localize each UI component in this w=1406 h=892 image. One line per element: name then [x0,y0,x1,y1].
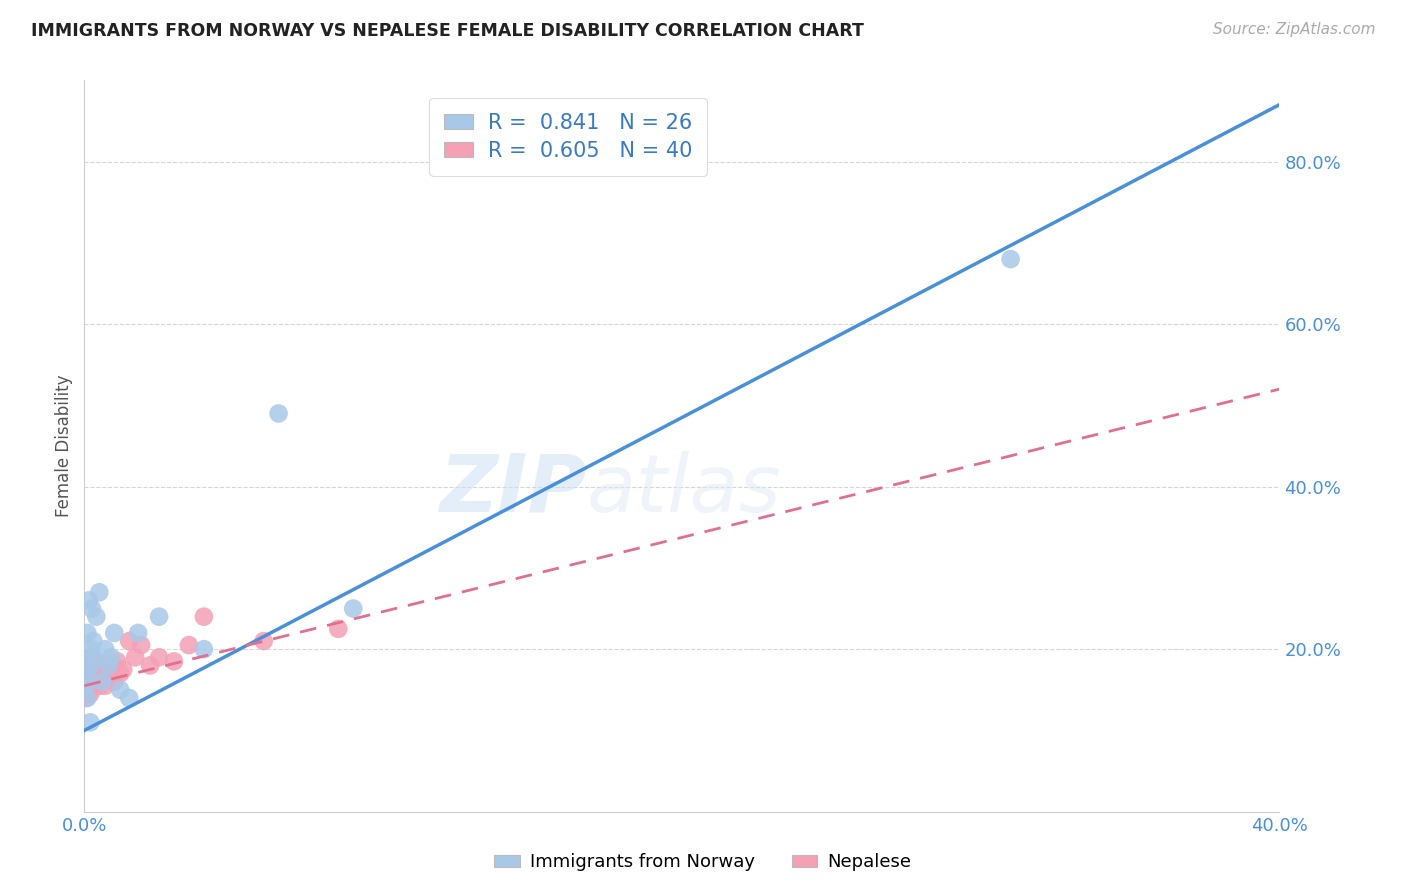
Point [76,674,98,689]
Point [75,690,97,705]
Point [105,654,128,668]
Text: ZIP: ZIP [439,450,586,529]
Point [76,626,98,640]
Point [193,609,215,624]
Point [82,650,104,665]
Point [86,674,108,689]
Point [103,626,125,640]
Point [118,690,141,705]
Legend: R =  0.841   N = 26, R =  0.605   N = 40: R = 0.841 N = 26, R = 0.605 N = 40 [429,98,707,176]
Point [110,682,132,697]
Point [89,679,111,693]
Legend: Immigrants from Norway, Nepalese: Immigrants from Norway, Nepalese [486,847,920,879]
Point [1000,252,1022,266]
Point [177,638,200,652]
Point [193,642,215,657]
Point [110,666,132,681]
Point [80,601,103,615]
Text: IMMIGRANTS FROM NORWAY VS NEPALESE FEMALE DISABILITY CORRELATION CHART: IMMIGRANTS FROM NORWAY VS NEPALESE FEMAL… [31,22,863,40]
Point [112,663,135,677]
Point [89,666,111,681]
Point [97,671,120,685]
Point [77,593,100,607]
Point [79,642,101,657]
Point [89,585,111,599]
Point [129,638,152,652]
Point [82,654,104,668]
Text: Source: ZipAtlas.com: Source: ZipAtlas.com [1212,22,1375,37]
Point [75,679,97,693]
Point [79,687,101,701]
Point [79,658,101,673]
Point [75,679,97,693]
Point [163,654,186,668]
Point [139,658,162,673]
Point [76,687,98,701]
Point [148,650,170,665]
Point [91,674,114,689]
Point [97,658,120,673]
Point [267,407,290,421]
Point [76,666,98,681]
Point [77,682,100,697]
Point [103,674,125,689]
Point [127,626,149,640]
Point [79,715,101,730]
Point [79,663,101,677]
Point [124,650,146,665]
Point [342,601,364,615]
Point [91,658,114,673]
Point [77,666,100,681]
Point [82,666,104,681]
Point [82,634,104,648]
Point [148,609,170,624]
Point [79,650,101,665]
Point [76,663,98,677]
Point [100,666,122,681]
Point [100,650,122,665]
Point [94,679,117,693]
Point [118,634,141,648]
Point [79,674,101,689]
Y-axis label: Female Disability: Female Disability [55,375,73,517]
Point [253,634,276,648]
Point [76,690,98,705]
Point [103,663,125,677]
Point [94,666,117,681]
Point [82,679,104,693]
Text: atlas: atlas [586,450,782,529]
Point [94,642,117,657]
Point [86,663,108,677]
Point [91,671,114,685]
Point [97,658,120,673]
Point [86,609,108,624]
Point [328,622,350,636]
